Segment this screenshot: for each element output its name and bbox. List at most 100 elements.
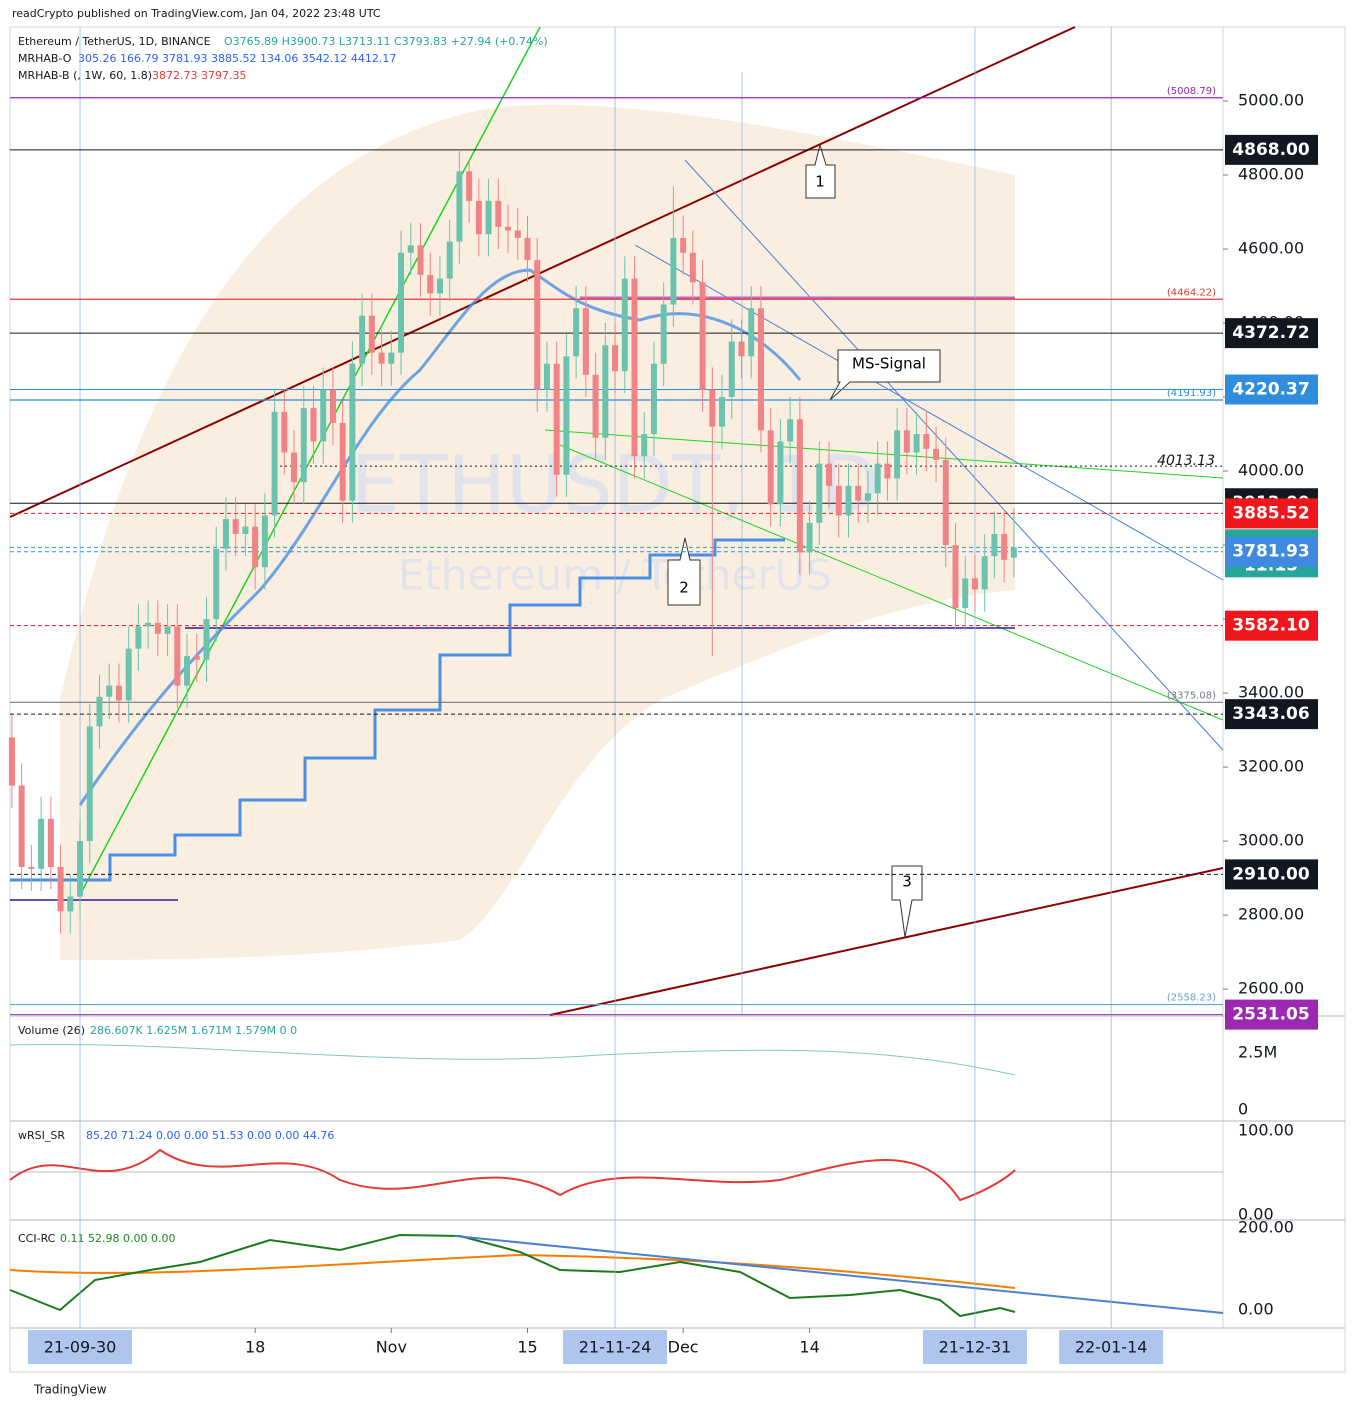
candle-body [660,304,667,364]
candle-body [359,315,366,364]
candle-body [757,308,764,431]
candle-body [398,252,405,353]
candle-body [835,485,842,516]
y-tick-label: 3400.00 [1238,683,1304,702]
pane-axis-label: 0.00 [1238,1300,1274,1319]
pane-title: Volume (26) [18,1024,85,1037]
indicator-name: MRHAB-O [18,52,72,65]
candle-body [252,526,259,568]
candle-body [329,389,336,423]
price-label: 3781.93 [1232,542,1309,562]
x-tick-label: 22-01-14 [1075,1338,1148,1357]
candle-body [933,448,940,460]
candle-body [125,648,132,701]
pane-title: CCI-RC [18,1232,56,1245]
candle-body [242,526,249,534]
price-label: 3582.10 [1232,616,1310,636]
candle-body [709,389,716,427]
candle-body [894,430,901,479]
footer: TradingView [33,1383,107,1397]
price-label: 4220.37 [1232,379,1309,399]
candle-body [154,622,161,634]
candle-body [787,419,794,442]
candle-body [203,619,210,660]
candle-body [145,622,152,627]
candle-body [923,434,930,449]
candle-body [320,389,327,442]
trend-line [544,429,1224,479]
cci-ma [9,1253,1016,1289]
pane-axis-label: 0.00 [1238,1205,1274,1224]
candle-body [368,315,375,353]
candle-body [534,260,541,390]
candle-body [689,252,696,283]
price-label: 3343.06 [1232,704,1309,724]
price-label-box [1225,859,1318,890]
candle-body [680,237,687,253]
candle-body [631,278,638,457]
annotation-label: 2 [679,579,689,597]
candle-body [826,463,833,486]
candle-body [485,200,492,235]
trend-line [454,1235,1224,1314]
level-label: (2558.23) [1167,993,1216,1004]
x-tick-label: 21-09-30 [44,1338,117,1357]
x-tick-label: Dec [668,1338,699,1357]
price-label: 4372.72 [1232,323,1309,343]
dotted-level-label: 4013.13 [1157,453,1215,469]
candle-body [378,352,385,364]
candle-body [641,434,648,457]
candle-body [845,485,852,516]
trend-line [79,26,541,896]
candle-body [524,237,531,261]
candle-body [164,626,171,634]
level-label: (4191.93) [1167,388,1216,399]
candle-body [1001,533,1008,560]
candle-body [67,896,74,912]
candle-body [903,430,910,453]
x-tick-box [28,1330,133,1364]
y-tick-label: 4800.00 [1238,165,1304,184]
candle-body [232,519,239,534]
trend-line [559,444,1224,721]
candle-body [57,866,64,912]
candle-body [222,519,229,549]
annotation: 1 2 3 MS-Signal [667,143,941,938]
candle-body [563,356,570,475]
trend-line [684,159,1224,751]
candle-body [388,352,395,364]
candle-body [407,245,414,253]
level-label: (3375.08) [1167,690,1216,701]
price-label: 3885.52 [1232,503,1309,523]
y-tick-label: 4000.00 [1238,461,1304,480]
candle-body [86,726,93,842]
candle-body [738,341,745,357]
price-label-box [1225,699,1318,730]
candle-body [602,345,609,438]
cci-line [9,1233,1016,1318]
y-tick-label: 2600.00 [1238,979,1304,998]
candle-body [942,459,949,546]
candle-body [592,374,599,438]
candle-body [427,274,434,294]
candle-body [952,545,959,608]
candle-body [47,818,54,867]
price-label-box [1225,999,1318,1030]
price-label-box [1225,498,1318,529]
candle-body [981,556,988,590]
published: readCrypto published on TradingView.com,… [12,7,381,20]
price-label-box [1225,610,1318,641]
rsi-line [9,1148,1016,1202]
candle-body [767,430,774,505]
candle-body [28,866,35,869]
trend-line [634,244,1224,581]
candle-body [96,696,103,727]
candle-body [18,785,25,867]
band-cloud [60,104,1015,960]
pane-values: 85.20 71.24 0.00 0.00 51.53 0.00 0.00 44… [86,1129,334,1142]
candle-body [543,363,550,390]
pane-axis-label: 200.00 [1238,1218,1294,1237]
ma-line [78,268,802,806]
candle-body [310,408,317,442]
